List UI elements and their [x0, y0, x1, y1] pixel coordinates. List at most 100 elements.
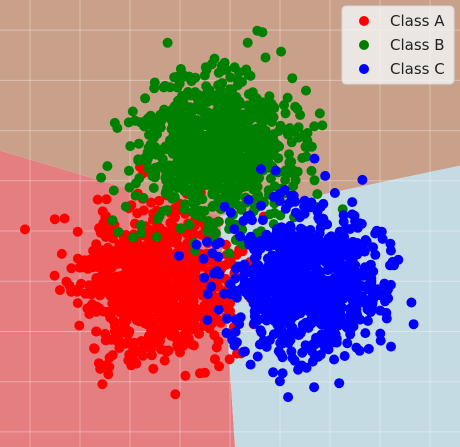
data-point	[125, 141, 135, 151]
data-point	[160, 318, 170, 328]
data-point	[283, 392, 293, 402]
data-point	[304, 294, 314, 304]
data-point	[141, 310, 151, 320]
data-point	[116, 272, 126, 282]
data-point	[283, 93, 293, 103]
data-point	[234, 319, 244, 329]
data-point	[173, 342, 183, 352]
data-point	[129, 276, 139, 286]
data-point	[162, 171, 172, 181]
data-point	[121, 202, 131, 212]
data-point	[170, 389, 180, 399]
data-point	[60, 214, 70, 224]
data-point	[331, 256, 341, 266]
data-point	[287, 73, 297, 83]
data-point	[315, 228, 325, 238]
data-point	[406, 298, 416, 308]
data-point	[153, 338, 163, 348]
data-point	[225, 354, 235, 364]
data-point	[238, 177, 248, 187]
data-point	[172, 83, 182, 93]
data-point	[302, 322, 312, 332]
data-point	[226, 181, 236, 191]
data-point	[185, 220, 195, 230]
data-point	[73, 298, 83, 308]
data-point	[243, 38, 253, 48]
data-point	[203, 107, 213, 117]
data-point	[285, 335, 295, 345]
data-point	[197, 162, 207, 172]
data-point	[293, 256, 303, 266]
data-point	[91, 327, 101, 337]
data-point	[246, 71, 256, 81]
data-point	[66, 287, 76, 297]
data-point	[199, 273, 209, 283]
data-point	[208, 222, 218, 232]
data-point	[244, 195, 254, 205]
data-point	[84, 280, 94, 290]
data-point	[352, 250, 362, 260]
data-point	[189, 296, 199, 306]
data-point	[55, 285, 65, 295]
data-point	[276, 47, 286, 57]
data-point	[184, 334, 194, 344]
data-point	[108, 255, 118, 265]
legend-label-class-b: Class B	[390, 36, 445, 54]
data-point	[311, 286, 321, 296]
data-point	[238, 347, 248, 357]
data-point	[386, 280, 396, 290]
data-point	[224, 248, 234, 258]
data-point	[82, 303, 92, 313]
data-point	[190, 73, 200, 83]
data-point	[174, 95, 184, 105]
data-point	[178, 269, 188, 279]
data-point	[375, 306, 385, 316]
data-point	[176, 64, 186, 74]
data-point	[131, 191, 141, 201]
data-point	[140, 93, 150, 103]
data-point	[330, 188, 340, 198]
data-point	[222, 328, 232, 338]
data-point	[94, 303, 104, 313]
data-point	[207, 202, 217, 212]
data-point	[310, 175, 320, 185]
data-point	[248, 184, 258, 194]
data-point	[93, 275, 103, 285]
data-point	[268, 299, 278, 309]
data-point	[339, 290, 349, 300]
data-point	[256, 164, 266, 174]
data-point	[137, 267, 147, 277]
data-point	[102, 194, 112, 204]
data-point	[148, 322, 158, 332]
data-point	[230, 274, 240, 284]
data-point	[330, 279, 340, 289]
data-point	[80, 255, 90, 265]
data-point	[102, 227, 112, 237]
data-point	[175, 286, 185, 296]
data-point	[124, 166, 134, 176]
data-point	[261, 53, 271, 63]
data-point	[271, 166, 281, 176]
data-point	[281, 108, 291, 118]
data-point	[93, 195, 103, 205]
data-point	[324, 234, 334, 244]
data-point	[409, 319, 419, 329]
data-point	[254, 140, 264, 150]
data-point	[108, 215, 118, 225]
data-point	[229, 224, 239, 234]
data-point	[309, 382, 319, 392]
data-point	[351, 343, 361, 353]
data-point	[206, 174, 216, 184]
data-point	[186, 286, 196, 296]
data-point	[290, 102, 300, 112]
data-point	[267, 99, 277, 109]
data-point	[310, 154, 320, 164]
data-point	[231, 264, 241, 274]
legend-label-class-a: Class A	[390, 12, 445, 30]
data-point	[219, 289, 229, 299]
data-point	[126, 260, 136, 270]
data-point	[109, 186, 119, 196]
data-point	[112, 123, 122, 133]
data-point	[121, 327, 131, 337]
data-point	[248, 103, 258, 113]
